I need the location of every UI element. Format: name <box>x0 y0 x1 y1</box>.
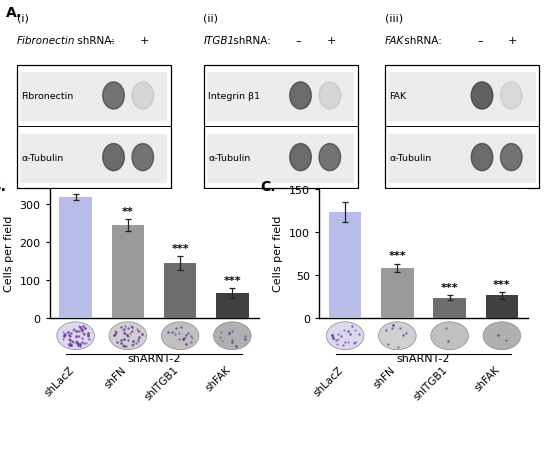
Text: ***: *** <box>223 276 241 285</box>
Text: shARNT-2: shARNT-2 <box>397 353 450 363</box>
Bar <box>433 298 466 318</box>
Ellipse shape <box>471 83 493 110</box>
Text: C.: C. <box>261 179 276 193</box>
Text: FAK: FAK <box>389 92 407 101</box>
Bar <box>216 294 249 318</box>
Bar <box>388 73 536 122</box>
Text: Integrin β1: Integrin β1 <box>208 92 260 101</box>
Text: –: – <box>109 36 114 46</box>
Ellipse shape <box>378 322 416 350</box>
Text: shRNA:: shRNA: <box>74 36 115 46</box>
Ellipse shape <box>483 322 521 350</box>
Text: shLacZ: shLacZ <box>312 364 345 397</box>
Ellipse shape <box>109 322 147 350</box>
Bar <box>207 73 354 122</box>
Text: ***: *** <box>388 251 406 261</box>
Bar <box>385 65 539 189</box>
Ellipse shape <box>500 144 522 171</box>
Bar <box>207 134 354 184</box>
Text: ITGB1: ITGB1 <box>204 36 235 46</box>
Ellipse shape <box>161 322 199 350</box>
Text: α-Tubulin: α-Tubulin <box>21 153 63 162</box>
Bar <box>486 296 518 318</box>
Text: shITGB1: shITGB1 <box>412 364 450 401</box>
Text: α-Tubulin: α-Tubulin <box>208 153 250 162</box>
Ellipse shape <box>326 322 364 350</box>
Ellipse shape <box>290 83 311 110</box>
Text: shITGB1: shITGB1 <box>142 364 180 401</box>
Ellipse shape <box>132 83 153 110</box>
Text: ***: *** <box>493 279 511 289</box>
Y-axis label: Cells per field: Cells per field <box>4 216 14 292</box>
Text: **: ** <box>122 207 134 216</box>
Text: shLacZ: shLacZ <box>42 364 76 397</box>
Text: –: – <box>296 36 301 46</box>
Bar <box>16 65 171 189</box>
Ellipse shape <box>500 83 522 110</box>
Text: (iii): (iii) <box>385 14 403 24</box>
Text: A.: A. <box>6 6 22 20</box>
Ellipse shape <box>103 144 124 171</box>
Bar <box>20 73 167 122</box>
Text: B.: B. <box>0 179 7 193</box>
Ellipse shape <box>290 144 311 171</box>
Text: shARNT-2: shARNT-2 <box>127 353 181 363</box>
Ellipse shape <box>57 322 95 350</box>
Text: Fibronectin: Fibronectin <box>16 36 75 46</box>
Bar <box>59 198 92 318</box>
Text: shRNA:: shRNA: <box>230 36 271 46</box>
Bar <box>164 263 196 318</box>
Ellipse shape <box>213 322 251 350</box>
Text: –: – <box>477 36 483 46</box>
Ellipse shape <box>132 144 153 171</box>
Y-axis label: Cells per field: Cells per field <box>273 216 283 292</box>
Bar <box>381 268 414 318</box>
Text: shFN: shFN <box>372 364 397 389</box>
Ellipse shape <box>103 83 124 110</box>
Text: +: + <box>508 36 518 46</box>
Text: shRNA:: shRNA: <box>400 36 442 46</box>
Text: +: + <box>327 36 336 46</box>
Text: Fibronectin: Fibronectin <box>21 92 73 101</box>
Bar <box>388 134 536 184</box>
Text: +: + <box>140 36 149 46</box>
Bar <box>20 134 167 184</box>
Text: ***: *** <box>171 243 189 253</box>
Text: FAK: FAK <box>385 36 404 46</box>
Ellipse shape <box>431 322 469 350</box>
Text: ***: *** <box>441 282 459 292</box>
Text: shFN: shFN <box>103 364 128 389</box>
Ellipse shape <box>319 83 340 110</box>
Bar <box>112 226 144 318</box>
Text: (i): (i) <box>16 14 29 24</box>
Text: (ii): (ii) <box>204 14 218 24</box>
Text: shFAK: shFAK <box>204 364 232 393</box>
Text: shFAK: shFAK <box>473 364 502 393</box>
Bar <box>329 212 361 318</box>
Ellipse shape <box>471 144 493 171</box>
Text: α-Tubulin: α-Tubulin <box>389 153 432 162</box>
Ellipse shape <box>319 144 340 171</box>
Bar <box>204 65 358 189</box>
